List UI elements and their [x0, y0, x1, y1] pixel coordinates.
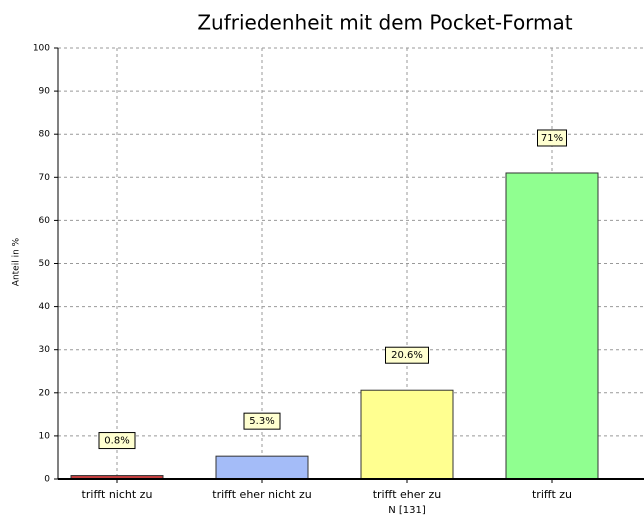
value-label-box: [537, 129, 567, 147]
bar: [215, 455, 309, 480]
y-tick-label: 100: [33, 44, 50, 54]
value-label: 20.6%: [391, 350, 423, 361]
x-tick-label: trifft eher zu: [373, 488, 442, 501]
y-axis-label: Anteil in %: [12, 237, 22, 286]
chart-title: Zufriedenheit mit dem Pocket-Format: [197, 11, 572, 35]
y-tick-label: 60: [39, 216, 51, 226]
x-tick-label: trifft zu: [532, 488, 572, 501]
y-tick-label: 80: [39, 130, 51, 140]
x-tick-label: trifft eher nicht zu: [212, 488, 311, 501]
value-label: 0.8%: [104, 436, 129, 447]
y-tick-label: 90: [39, 87, 51, 97]
y-tick-label: 10: [39, 431, 51, 441]
value-label: 71%: [541, 133, 563, 144]
y-tick-label: 50: [39, 259, 51, 269]
bar: [360, 389, 454, 480]
note: N [131]: [388, 505, 426, 516]
value-label-box: [243, 412, 281, 430]
y-tick-label: 70: [39, 173, 51, 183]
x-tick-label: trifft nicht zu: [82, 488, 153, 501]
y-tick-label: 40: [39, 302, 51, 312]
value-label-box: [98, 432, 136, 450]
y-tick-label: 0: [44, 475, 50, 485]
value-label-box: [385, 346, 429, 364]
y-tick-label: 20: [39, 388, 51, 398]
y-tick-label: 30: [39, 345, 51, 355]
bar: [505, 172, 599, 480]
value-label: 5.3%: [249, 416, 274, 427]
